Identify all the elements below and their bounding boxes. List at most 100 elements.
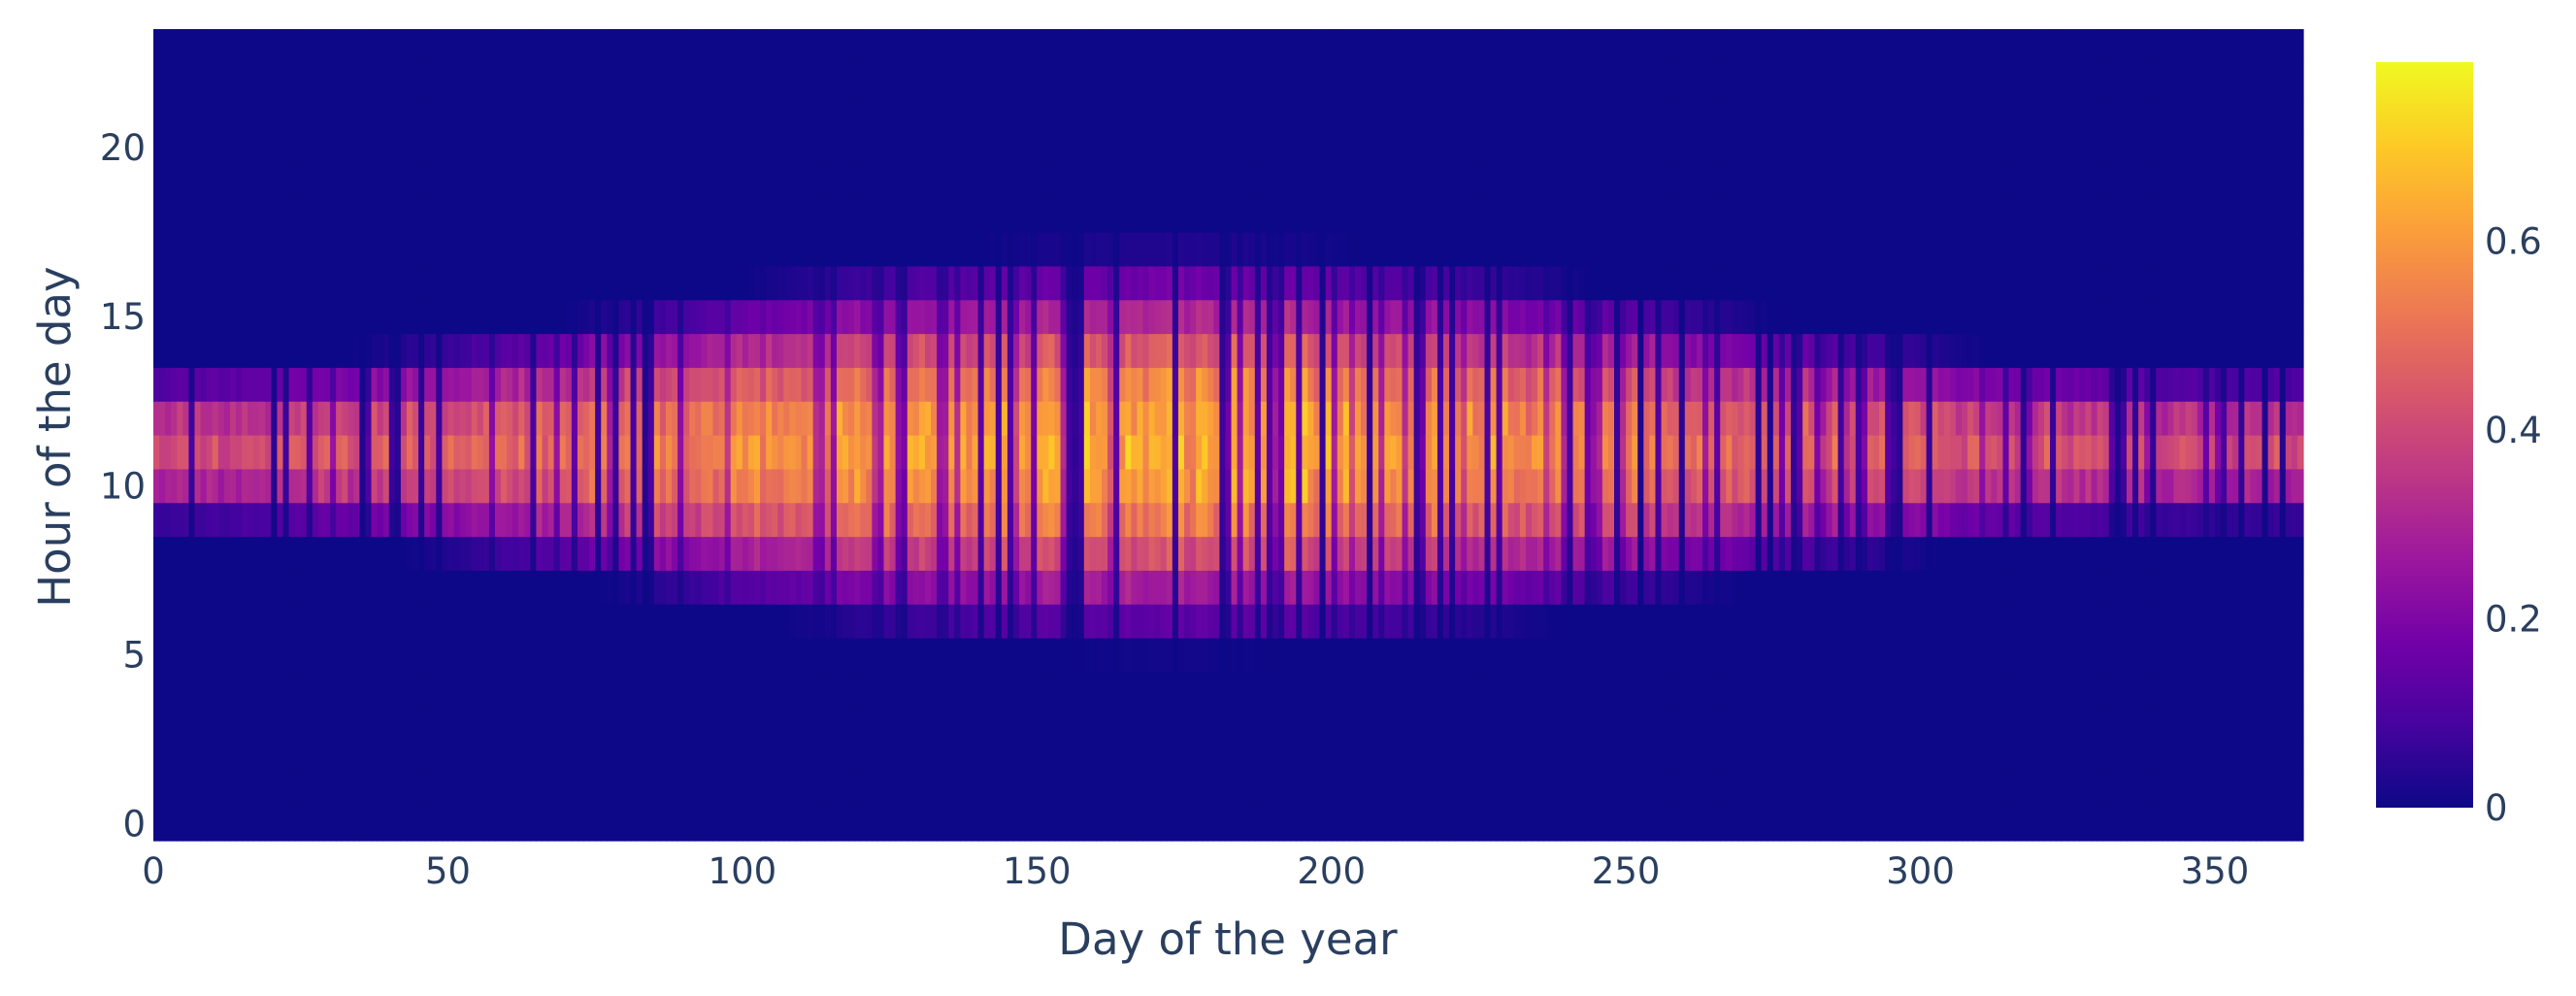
heatmap-cell — [854, 198, 861, 233]
heatmap-cell — [559, 96, 567, 132]
heatmap-cell — [1348, 130, 1356, 165]
heatmap-cell — [1137, 570, 1144, 605]
heatmap-cell — [983, 367, 991, 402]
heatmap-cell — [1007, 570, 1014, 605]
heatmap-cell — [536, 705, 544, 741]
heatmap-cell — [317, 96, 325, 132]
heatmap-cell — [347, 671, 354, 707]
heatmap-cell — [1077, 265, 1085, 301]
heatmap-cell — [665, 29, 673, 64]
heatmap-cell — [1284, 570, 1291, 605]
heatmap-cell — [1260, 502, 1268, 538]
heatmap-cell — [1372, 671, 1379, 707]
heatmap-cell — [382, 164, 390, 199]
heatmap-cell — [524, 807, 531, 842]
heatmap-cell — [512, 807, 519, 842]
heatmap-cell — [824, 29, 832, 64]
heatmap-cell — [217, 671, 225, 707]
heatmap-cell — [288, 401, 296, 436]
heatmap-cell — [601, 130, 608, 165]
heatmap-cell — [1113, 198, 1120, 233]
heatmap-cell — [1113, 62, 1120, 98]
heatmap-cell — [1183, 739, 1191, 774]
heatmap-cell — [695, 807, 702, 842]
heatmap-cell — [948, 536, 955, 571]
heatmap-cell — [1037, 29, 1043, 64]
heatmap-cell — [365, 638, 373, 673]
heatmap-cell — [559, 807, 567, 842]
heatmap-cell — [553, 435, 561, 470]
heatmap-cell — [948, 367, 955, 402]
heatmap-cell — [177, 604, 183, 639]
heatmap-cell — [948, 671, 955, 707]
heatmap-cell — [677, 536, 684, 571]
heatmap-cell — [1154, 638, 1162, 673]
heatmap-cell — [336, 468, 343, 504]
heatmap-cell — [1148, 671, 1156, 707]
heatmap-cell — [188, 96, 196, 132]
heatmap-cell — [377, 198, 384, 233]
heatmap-cell — [747, 299, 755, 335]
heatmap-cell — [1231, 604, 1238, 639]
heatmap-cell — [1254, 468, 1262, 504]
heatmap-cell — [394, 367, 402, 402]
heatmap-cell — [912, 807, 920, 842]
heatmap-cell — [347, 265, 354, 301]
heatmap-cell — [442, 570, 449, 605]
heatmap-cell — [1113, 299, 1120, 335]
heatmap-cell — [294, 232, 302, 267]
heatmap-cell — [153, 265, 160, 301]
heatmap-cell — [1060, 739, 1068, 774]
heatmap-cell — [1313, 198, 1321, 233]
heatmap-cell — [1154, 807, 1162, 842]
heatmap-cell — [430, 29, 437, 64]
heatmap-cell — [501, 29, 508, 64]
heatmap-cell — [901, 265, 908, 301]
heatmap-cell — [1013, 299, 1020, 335]
heatmap-cell — [507, 333, 513, 368]
heatmap-cell — [772, 468, 778, 504]
heatmap-cell — [1048, 773, 1056, 808]
heatmap-cell — [1337, 435, 1344, 470]
heatmap-cell — [1007, 96, 1014, 132]
heatmap-cell — [683, 401, 690, 436]
heatmap-cell — [742, 435, 749, 470]
heatmap-cell — [1196, 502, 1203, 538]
heatmap-cell — [477, 29, 484, 64]
heatmap-cell — [1131, 198, 1139, 233]
heatmap-cell — [883, 468, 891, 504]
heatmap-cell — [165, 29, 172, 64]
heatmap-cell — [242, 604, 248, 639]
heatmap-cell — [418, 96, 425, 132]
heatmap-cell — [194, 299, 202, 335]
heatmap-cell — [1237, 96, 1244, 132]
heatmap-cell — [288, 570, 296, 605]
heatmap-cell — [937, 705, 943, 741]
heatmap-cell — [960, 62, 968, 98]
heatmap-cell — [812, 739, 820, 774]
heatmap-cell — [1089, 502, 1097, 538]
heatmap-cell — [1242, 62, 1250, 98]
heatmap-cell — [924, 671, 932, 707]
heatmap-cell — [1272, 333, 1279, 368]
heatmap-cell — [394, 671, 402, 707]
heatmap-cell — [659, 502, 667, 538]
heatmap-cell — [259, 502, 266, 538]
heatmap-cell — [1225, 96, 1233, 132]
heatmap-cell — [1142, 502, 1150, 538]
heatmap-cell — [1102, 62, 1108, 98]
heatmap-cell — [1337, 333, 1344, 368]
heatmap-cell — [400, 198, 408, 233]
heatmap-cell — [1284, 367, 1291, 402]
heatmap-cell — [1354, 502, 1362, 538]
heatmap-cell — [353, 671, 360, 707]
heatmap-cell — [954, 536, 961, 571]
heatmap-cell — [907, 536, 914, 571]
heatmap-cell — [1325, 265, 1333, 301]
heatmap-cell — [683, 502, 690, 538]
heatmap-cell — [1272, 671, 1279, 707]
heatmap-cell — [1354, 29, 1362, 64]
heatmap-cell — [253, 570, 260, 605]
heatmap-cell — [465, 638, 473, 673]
heatmap-cell — [718, 468, 726, 504]
